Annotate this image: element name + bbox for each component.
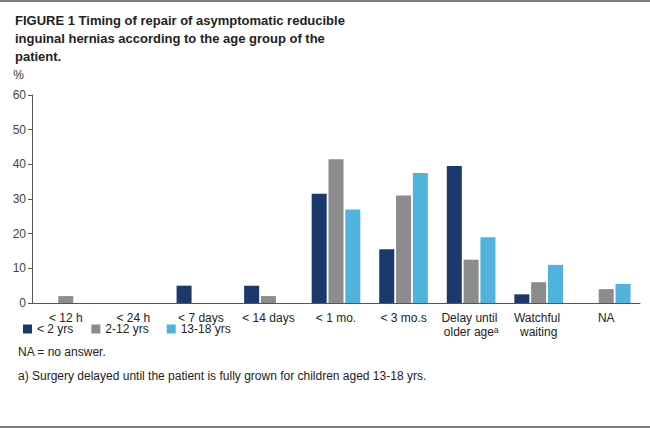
- svg-text:40: 40: [13, 157, 27, 171]
- svg-text:a) Surgery delayed until the p: a) Surgery delayed until the patient is …: [18, 369, 426, 383]
- svg-text:2-12 yrs: 2-12 yrs: [105, 322, 148, 336]
- svg-text:20: 20: [13, 227, 27, 241]
- svg-text:< 2 yrs: < 2 yrs: [37, 322, 73, 336]
- svg-text:13-18 yrs: 13-18 yrs: [181, 322, 231, 336]
- svg-text:inguinal hernias according to: inguinal hernias according to the age gr…: [15, 31, 328, 46]
- svg-text:FIGURE 1 Timing of repair of a: FIGURE 1 Timing of repair of asymptomati…: [15, 13, 349, 28]
- svg-text:< 7 days: < 7 days: [178, 311, 224, 325]
- svg-text:< 14 days: < 14 days: [242, 311, 294, 325]
- svg-text:patient.: patient.: [15, 49, 61, 64]
- svg-text:< 1 mo.: < 1 mo.: [316, 311, 356, 325]
- svg-text:NA: NA: [598, 311, 615, 325]
- svg-text:waiting: waiting: [519, 325, 557, 339]
- svg-text:60: 60: [13, 88, 27, 102]
- svg-text:< 12 h: < 12 h: [48, 311, 83, 325]
- svg-text:< 24 h: < 24 h: [116, 311, 151, 325]
- svg-text:10: 10: [13, 261, 27, 275]
- svg-text:%: %: [13, 68, 24, 82]
- svg-text:50: 50: [13, 123, 27, 137]
- svg-text:0: 0: [19, 296, 26, 310]
- svg-text:30: 30: [13, 192, 27, 206]
- svg-text:NA = no answer.: NA = no answer.: [18, 345, 106, 359]
- svg-text:< 3 mo.s: < 3 mo.s: [380, 311, 426, 325]
- svg-text:Watchful: Watchful: [514, 311, 564, 325]
- svg-text:older ageᵃ: older ageᵃ: [444, 325, 499, 339]
- svg-text:Delay until: Delay until: [441, 311, 500, 325]
